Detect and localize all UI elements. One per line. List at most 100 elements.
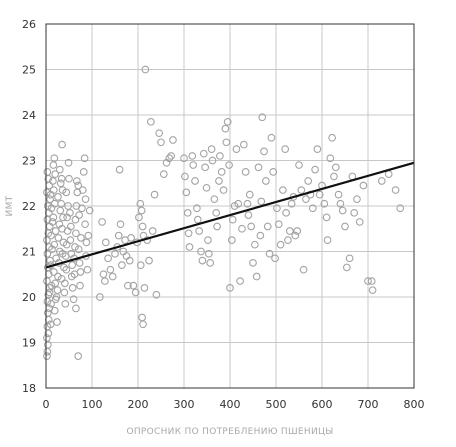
- data-point: [201, 163, 210, 172]
- data-point: [169, 136, 177, 144]
- data-point: [61, 299, 70, 308]
- data-point: [274, 220, 283, 229]
- data-point: [254, 163, 263, 172]
- data-point: [197, 247, 205, 256]
- data-point: [66, 208, 74, 217]
- grid-lines: [46, 24, 414, 388]
- data-point: [95, 293, 104, 301]
- data-point: [43, 309, 52, 317]
- data-point: [145, 256, 153, 265]
- data-point: [48, 218, 57, 226]
- data-point: [46, 195, 54, 204]
- data-point: [127, 234, 135, 242]
- data-point: [72, 229, 80, 238]
- data-point: [297, 186, 306, 194]
- x-tick-label: 0: [43, 398, 50, 411]
- data-point: [260, 147, 268, 156]
- data-point: [72, 177, 81, 185]
- data-point: [64, 158, 73, 167]
- data-point: [350, 208, 359, 217]
- data-point: [223, 117, 232, 126]
- data-point: [238, 224, 246, 233]
- data-point: [101, 238, 110, 247]
- data-point: [71, 215, 80, 224]
- data-point: [267, 133, 276, 142]
- data-point: [256, 231, 265, 240]
- data-point: [57, 174, 66, 183]
- data-point: [83, 265, 92, 274]
- data-point: [76, 281, 84, 290]
- data-point: [210, 195, 219, 204]
- data-point: [61, 279, 69, 288]
- data-point: [252, 272, 261, 281]
- data-point: [293, 227, 302, 235]
- data-point: [81, 220, 89, 229]
- data-point: [287, 199, 296, 208]
- x-tick-label: 600: [312, 398, 333, 411]
- y-tick-label: 24: [22, 109, 36, 122]
- data-point: [213, 222, 221, 231]
- data-point: [51, 295, 60, 304]
- data-point: [258, 113, 267, 122]
- data-point: [99, 270, 108, 279]
- data-point: [74, 352, 83, 361]
- data-point: [323, 236, 332, 244]
- data-point: [295, 161, 303, 169]
- data-point: [50, 240, 59, 249]
- x-tick-label: 700: [358, 398, 379, 411]
- data-point: [247, 222, 256, 231]
- data-point: [53, 286, 62, 295]
- data-point: [244, 211, 253, 219]
- data-point: [183, 208, 192, 217]
- data-point: [137, 206, 146, 215]
- data-point: [391, 186, 400, 194]
- data-point: [331, 163, 340, 172]
- data-point: [353, 195, 361, 204]
- data-point: [328, 133, 336, 142]
- data-point: [212, 208, 221, 217]
- data-point: [188, 152, 197, 160]
- data-point: [72, 304, 80, 313]
- data-point: [47, 231, 55, 240]
- data-point: [245, 190, 254, 199]
- data-point: [282, 208, 290, 217]
- data-point: [330, 172, 338, 181]
- data-point: [138, 313, 146, 322]
- data-point: [68, 284, 77, 292]
- x-axis-ticks: 0 100 200 300 400 500 600 700 800: [43, 398, 425, 411]
- data-point: [62, 240, 71, 249]
- data-point: [262, 177, 270, 185]
- data-point: [80, 154, 89, 163]
- data-point: [136, 261, 145, 270]
- data-point: [308, 204, 317, 213]
- x-tick-label: 300: [174, 398, 195, 411]
- data-point: [51, 227, 60, 235]
- data-point: [228, 215, 237, 224]
- data-point: [322, 213, 331, 222]
- x-tick-label: 400: [220, 398, 241, 411]
- data-point: [368, 286, 377, 295]
- data-point: [243, 199, 252, 208]
- y-tick-label: 20: [22, 291, 36, 304]
- data-point: [124, 281, 132, 290]
- data-point: [155, 129, 164, 138]
- data-point: [189, 161, 198, 169]
- data-point: [98, 218, 106, 226]
- data-point: [234, 199, 243, 208]
- data-point: [299, 265, 308, 274]
- data-point: [115, 165, 124, 174]
- data-point: [141, 65, 150, 74]
- data-point: [43, 277, 51, 285]
- data-point: [193, 204, 201, 213]
- data-point: [219, 186, 228, 194]
- data-point: [217, 168, 226, 176]
- data-point: [66, 222, 75, 231]
- data-point: [167, 152, 175, 160]
- data-point: [359, 181, 368, 190]
- x-tick-label: 100: [82, 398, 103, 411]
- data-point: [51, 279, 60, 288]
- data-point: [157, 138, 165, 147]
- data-point: [131, 288, 140, 297]
- data-point: [206, 259, 215, 267]
- data-point: [108, 272, 117, 281]
